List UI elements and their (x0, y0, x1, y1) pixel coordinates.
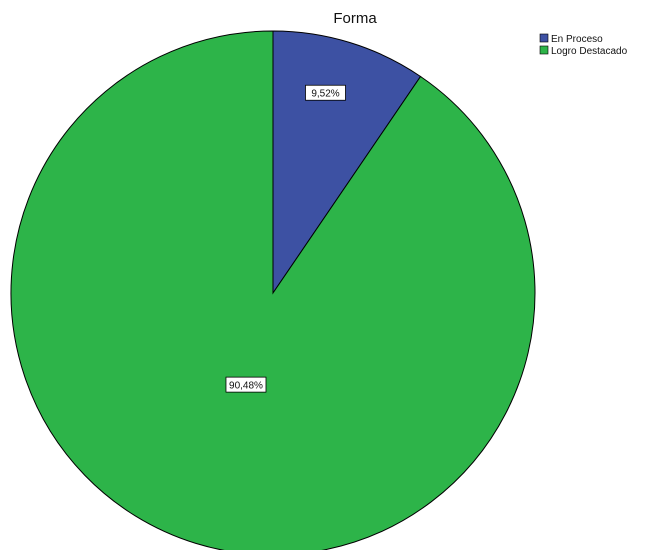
pie-slice-logro-destacado (10, 30, 536, 550)
data-label-logro-destacado: 90,48% (225, 376, 267, 393)
data-labels: 9,52% 90,48% (225, 84, 346, 393)
data-label-text: 9,52% (311, 89, 339, 100)
legend-swatch-en-proceso (539, 33, 549, 43)
data-label-box (225, 376, 267, 393)
legend-label-logro-destacado: Logro Destacado (551, 46, 628, 57)
chart-title: Forma (333, 10, 377, 27)
data-label-box (305, 84, 346, 101)
legend-swatch-logro-destacado (539, 45, 549, 55)
pie-slices (10, 30, 536, 550)
data-label-en-proceso: 9,52% (305, 84, 346, 101)
data-label-text: 90,48% (229, 381, 263, 392)
legend-label-en-proceso: En Proceso (551, 34, 603, 45)
